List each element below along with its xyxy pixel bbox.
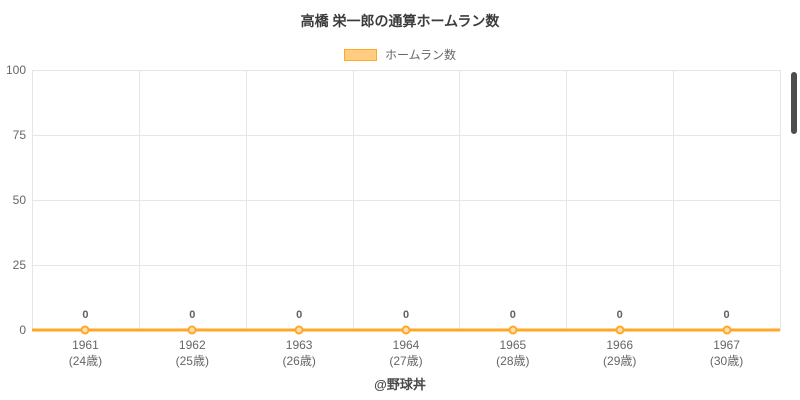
legend-swatch-icon: [343, 48, 377, 61]
x-tick-year: 1966: [606, 338, 634, 352]
x-tick-age: (28歳): [496, 354, 530, 368]
x-tick-label: 1962 (25歳): [176, 337, 209, 369]
value-label: 0: [509, 309, 516, 321]
y-tick-label: 25: [12, 258, 26, 272]
y-tick-label: 50: [12, 193, 26, 207]
x-tick-label: 1963 (26歳): [282, 337, 315, 369]
x-tick-label: 1961 (24歳): [69, 337, 102, 369]
v-gridline: [780, 70, 781, 330]
value-label: 0: [616, 309, 623, 321]
series-line: [32, 70, 780, 330]
x-tick-age: (24歳): [68, 354, 103, 368]
value-label: 0: [189, 309, 196, 321]
x-tick-age: (27歳): [389, 354, 423, 368]
value-label: 0: [723, 309, 730, 321]
plot-area: 0 0 0 0 0 0 0: [32, 70, 781, 335]
footer-credit: @野球丼: [374, 377, 426, 392]
x-tick-age: (30歳): [709, 354, 744, 368]
v-gridline: [138, 70, 140, 330]
x-tick-year: 1963: [285, 338, 313, 352]
data-point[interactable]: [615, 325, 625, 335]
data-point[interactable]: [722, 325, 732, 335]
data-point[interactable]: [294, 325, 304, 335]
h-gridline: [32, 265, 780, 266]
data-point[interactable]: [508, 325, 518, 335]
y-tick-label: 75: [12, 128, 26, 142]
x-tick-label: 1964 (27歳): [389, 337, 422, 369]
v-gridline: [566, 70, 568, 330]
h-gridline: [32, 70, 780, 71]
v-gridline: [673, 70, 675, 330]
x-tick-age: (26歳): [282, 354, 316, 368]
scrollbar-thumb[interactable]: [791, 72, 797, 134]
v-gridline: [352, 70, 354, 330]
value-label: 0: [402, 309, 410, 321]
h-gridline: [32, 200, 780, 201]
data-point[interactable]: [401, 325, 411, 335]
legend[interactable]: ホームラン数: [0, 46, 800, 63]
data-point[interactable]: [80, 325, 90, 335]
data-point[interactable]: [187, 325, 197, 335]
x-tick-label: 1966 (29歳): [603, 337, 636, 369]
h-gridline: [32, 135, 780, 136]
legend-label: ホームラン数: [384, 48, 457, 62]
x-tick-age: (25歳): [175, 354, 209, 368]
x-tick-label: 1965 (28歳): [496, 337, 529, 369]
v-gridline: [32, 70, 33, 330]
x-tick-year: 1965: [499, 338, 527, 352]
y-axis-labels: 0 25 50 75 100: [0, 63, 26, 337]
x-tick-year: 1961: [72, 338, 99, 352]
y-tick-label: 0: [19, 323, 26, 337]
x-tick-age: (29歳): [603, 354, 637, 368]
value-label: 0: [82, 309, 89, 321]
y-tick-label: 100: [5, 63, 26, 77]
x-tick-year: 1964: [392, 338, 420, 352]
x-axis-labels: 1961 (24歳) 1962 (25歳) 1963 (26歳) 1964 (27歳) 1965…: [32, 337, 780, 371]
x-tick-label: 1967 (30歳): [710, 337, 743, 369]
v-gridline: [245, 70, 247, 330]
value-label: 0: [296, 309, 303, 321]
chart-title: 高橋 栄一郎の通算ホームラン数: [300, 13, 500, 29]
v-gridline: [459, 70, 461, 330]
x-tick-year: 1967: [713, 338, 740, 352]
x-tick-year: 1962: [178, 338, 206, 352]
